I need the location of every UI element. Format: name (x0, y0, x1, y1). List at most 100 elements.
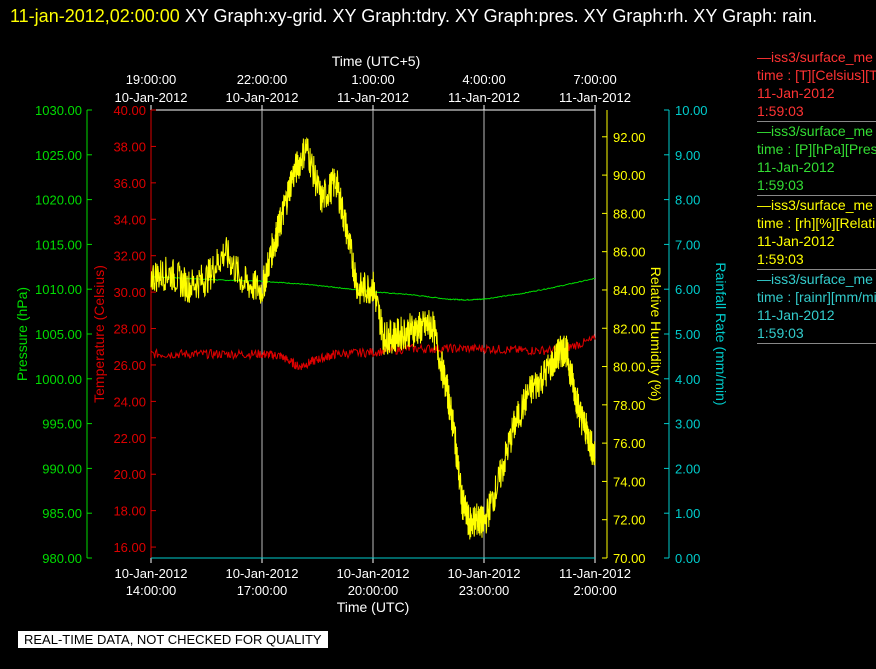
temperature-tick-label: 16.00 (113, 540, 146, 555)
x-tick-time: 20:00:00 (348, 583, 399, 598)
legend-line: 11-Jan-2012 (757, 307, 835, 323)
rain-tick-label: 4.00 (675, 372, 700, 387)
top-tick-date: 11-Jan-2012 (448, 90, 520, 105)
humidity-tick-label: 86.00 (613, 245, 646, 260)
rain-tick-label: 9.00 (675, 148, 700, 163)
graph-header: 11-jan-2012,02:00:00 XY Graph:xy-grid. X… (10, 2, 860, 30)
x-tick-date: 10-Jan-2012 (448, 566, 521, 581)
temperature-tick-label: 26.00 (113, 358, 146, 373)
temperature-tick-label: 32.00 (113, 249, 146, 264)
legend-line: —iss3/surface_me (757, 197, 873, 213)
chart-labels: 10-Jan-2012 14:00:00 10-Jan-2012 17:00:00 10… (14, 53, 729, 615)
legend-line: —iss3/surface_me (757, 49, 873, 65)
top-tick-time: 19:00:00 (126, 72, 177, 87)
pressure-tick-label: 995.00 (42, 417, 82, 432)
x-tick-date: 10-Jan-2012 (337, 566, 410, 581)
legend-line: time : [rainr][mm/mi (757, 289, 876, 305)
pressure-tick-label: 1025.00 (35, 148, 82, 163)
series-line-temperature (150, 333, 596, 371)
x-tick-date: 10-Jan-2012 (226, 566, 299, 581)
rain-tick-label: 1.00 (675, 506, 700, 521)
rain-axis-label: Rainfall Rate (mm/min) (713, 262, 729, 405)
temperature-tick-label: 20.00 (113, 467, 146, 482)
humidity-tick-label: 76.00 (613, 436, 646, 451)
temperature-tick-label: 18.00 (113, 504, 146, 519)
chart-axes (86, 105, 670, 563)
header-title: XY Graph:xy-grid. XY Graph:tdry. XY Grap… (184, 6, 818, 26)
header-datetime: 11-jan-2012,02:00:00 (10, 6, 180, 26)
legend-line: time : [T][Celsius][T (757, 67, 876, 83)
rain-tick-label: 5.00 (675, 327, 700, 342)
humidity-axis-label: Relative Humidity (%) (648, 267, 664, 402)
pressure-axis-label: Pressure (hPa) (14, 287, 30, 381)
rain-tick-label: 7.00 (675, 237, 700, 252)
x-tick-time: 17:00:00 (237, 583, 288, 598)
temperature-tick-label: 38.00 (113, 139, 146, 154)
pressure-tick-label: 980.00 (42, 551, 82, 566)
rain-tick-label: 10.00 (675, 103, 708, 118)
legend-line: 1:59:03 (757, 251, 804, 267)
top-axis-label: Time (UTC+5) (332, 53, 421, 69)
legend-line: time : [rh][%][Relati (757, 215, 876, 231)
pressure-tick-label: 1020.00 (35, 193, 82, 208)
temperature-tick-label: 40.00 (113, 103, 146, 118)
rain-tick-label: 3.00 (675, 417, 700, 432)
chart-series (150, 136, 596, 559)
legend: —iss3/surface_me time : [T][Celsius][T 11-… (757, 48, 876, 344)
legend-entry: —iss3/surface_me time : [P][hPa][Pres 11-J… (757, 122, 876, 196)
x-tick-time: 23:00:00 (459, 583, 510, 598)
series-line-humidity (150, 136, 596, 540)
temperature-axis-label: Temperature (Celsius) (91, 265, 107, 403)
temperature-tick-label: 34.00 (113, 212, 146, 227)
quality-notice: REAL-TIME DATA, NOT CHECKED FOR QUALITY (18, 631, 328, 648)
pressure-tick-label: 1000.00 (35, 372, 82, 387)
humidity-tick-label: 78.00 (613, 398, 646, 413)
humidity-tick-label: 84.00 (613, 283, 646, 298)
legend-line: 11-Jan-2012 (757, 85, 835, 101)
pressure-tick-label: 1030.00 (35, 103, 82, 118)
temperature-tick-label: 30.00 (113, 285, 146, 300)
top-tick-date: 11-Jan-2012 (559, 90, 631, 105)
top-tick-date: 11-Jan-2012 (337, 90, 409, 105)
top-tick-date: 10-Jan-2012 (115, 90, 188, 105)
legend-line: time : [P][hPa][Pres (757, 141, 876, 157)
humidity-tick-label: 70.00 (613, 551, 646, 566)
x-tick-time: 2:00:00 (573, 583, 616, 598)
top-tick-time: 7:00:00 (573, 72, 616, 87)
x-tick-time: 14:00:00 (126, 583, 177, 598)
rain-tick-label: 0.00 (675, 551, 700, 566)
legend-line: 11-Jan-2012 (757, 233, 835, 249)
top-tick-date: 10-Jan-2012 (226, 90, 299, 105)
legend-line: —iss3/surface_me (757, 271, 873, 287)
legend-line: —iss3/surface_me (757, 123, 873, 139)
chart-grid (150, 109, 596, 559)
humidity-tick-label: 72.00 (613, 513, 646, 528)
humidity-tick-label: 92.00 (613, 130, 646, 145)
pressure-tick-label: 1005.00 (35, 327, 82, 342)
legend-line: 1:59:03 (757, 177, 804, 193)
temperature-tick-label: 22.00 (113, 431, 146, 446)
top-tick-time: 1:00:00 (351, 72, 394, 87)
x-tick-date: 10-Jan-2012 (115, 566, 188, 581)
top-tick-time: 4:00:00 (462, 72, 505, 87)
humidity-tick-label: 80.00 (613, 360, 646, 375)
pressure-tick-label: 1015.00 (35, 237, 82, 252)
series-line-pressure (150, 276, 595, 301)
rain-tick-label: 2.00 (675, 461, 700, 476)
legend-line: 1:59:03 (757, 103, 804, 119)
humidity-tick-label: 90.00 (613, 168, 646, 183)
humidity-tick-label: 74.00 (613, 474, 646, 489)
humidity-tick-label: 88.00 (613, 206, 646, 221)
rain-tick-label: 8.00 (675, 193, 700, 208)
humidity-tick-label: 82.00 (613, 321, 646, 336)
pressure-tick-label: 990.00 (42, 461, 82, 476)
top-tick-time: 22:00:00 (237, 72, 288, 87)
x-axis-label: Time (UTC) (337, 599, 410, 615)
x-tick-date: 11-Jan-2012 (559, 566, 631, 581)
pressure-tick-label: 985.00 (42, 506, 82, 521)
rain-tick-label: 6.00 (675, 282, 700, 297)
